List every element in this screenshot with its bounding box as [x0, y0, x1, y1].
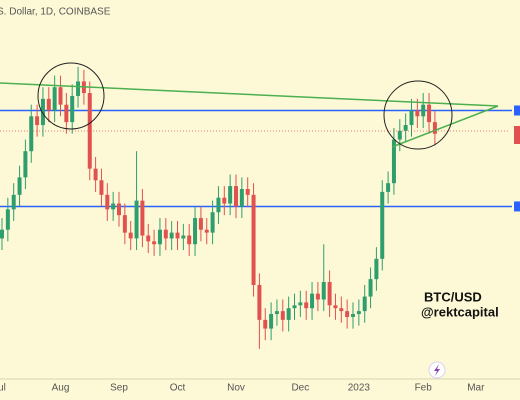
- lightning-icon-glyph: [434, 364, 440, 376]
- candle-body: [17, 177, 22, 195]
- x-tick-label: 2023: [348, 383, 371, 394]
- candle-body: [397, 130, 402, 140]
- candle-body: [432, 122, 437, 134]
- candle-body: [403, 125, 408, 131]
- candle-body: [304, 302, 309, 309]
- candle-body: [105, 194, 110, 210]
- candle-body: [327, 282, 332, 306]
- candle-body: [222, 197, 227, 204]
- candle-body: [64, 104, 69, 123]
- candle-body: [315, 293, 320, 300]
- trendline: [0, 82, 499, 107]
- candle-body: [280, 311, 285, 320]
- x-tick-label: Oct: [170, 383, 186, 394]
- candle-body: [391, 139, 396, 184]
- x-tick-label: Mar: [467, 383, 485, 394]
- candle-body: [286, 308, 291, 320]
- candle-body: [228, 186, 233, 204]
- candle-body: [99, 180, 104, 195]
- candle-body: [321, 282, 326, 300]
- candle-body: [46, 98, 51, 111]
- level-tag: [514, 201, 520, 212]
- candle-body: [245, 189, 250, 195]
- candle-body: [216, 197, 221, 213]
- candle-body: [128, 232, 133, 239]
- candle-body: [298, 302, 303, 306]
- candle-body: [257, 284, 262, 320]
- candle-body: [380, 191, 385, 259]
- candle-body: [374, 258, 379, 280]
- candle-body: [157, 229, 162, 245]
- candle-body: [386, 183, 391, 192]
- x-tick-label: Dec: [291, 383, 309, 394]
- candle-body: [409, 110, 414, 126]
- x-tick-label: Feb: [415, 383, 433, 394]
- candle-body: [163, 229, 168, 239]
- candle-body: [187, 235, 192, 245]
- x-tick-label: Sep: [110, 383, 128, 394]
- annotation: BTC/USD: [424, 289, 482, 304]
- candle-body: [193, 218, 198, 245]
- highlight-circle: [37, 62, 105, 130]
- candle-body: [93, 168, 98, 181]
- candle-body: [345, 311, 350, 317]
- candle-body: [333, 305, 338, 309]
- candle-body: [181, 235, 186, 239]
- candle-body: [35, 116, 40, 126]
- price-tag: [514, 126, 520, 144]
- candle-body: [40, 98, 45, 126]
- candle-body: [204, 229, 209, 233]
- candle-body: [251, 194, 256, 285]
- candle-body: [23, 151, 28, 178]
- candle-body: [134, 200, 139, 239]
- candle-body: [421, 104, 426, 117]
- candle-body: [427, 104, 432, 123]
- chart-header: S. Dollar, 1D, COINBASE: [0, 7, 111, 18]
- candle-body: [339, 308, 344, 312]
- candle-body: [87, 93, 92, 169]
- candle-body: [263, 319, 268, 329]
- levels: [0, 105, 520, 212]
- highlight-circle: [383, 80, 453, 150]
- candle-body: [76, 81, 81, 96]
- candle-body: [292, 305, 297, 309]
- annotation: @rektcapital: [421, 304, 499, 319]
- candle-body: [146, 235, 151, 242]
- candle-body: [111, 203, 116, 210]
- x-tick-label: Aug: [52, 383, 70, 394]
- candle-body: [368, 279, 373, 297]
- candle-body: [152, 241, 157, 245]
- candle-body: [11, 194, 16, 210]
- level-tag: [514, 105, 520, 116]
- candle-body: [117, 203, 121, 216]
- candle-body: [58, 87, 63, 105]
- candle-body: [362, 296, 367, 312]
- candle-body: [198, 218, 203, 230]
- candle-body: [415, 110, 420, 117]
- candle-body: [269, 314, 274, 329]
- trendline: [391, 105, 499, 148]
- candle-body: [351, 314, 355, 317]
- candle-body: [310, 293, 315, 309]
- candle-body: [52, 87, 57, 111]
- candle-body: [29, 116, 34, 152]
- x-tick-label: Nov: [227, 383, 245, 394]
- candle-body: [122, 215, 127, 233]
- candle-body: [274, 311, 279, 315]
- candle-body: [175, 232, 180, 239]
- candle-body: [356, 311, 361, 315]
- candle-body: [234, 186, 238, 207]
- x-tick-label: ul: [0, 383, 6, 394]
- candle-body: [70, 95, 75, 123]
- candle-body: [140, 200, 145, 236]
- candle-body: [210, 212, 215, 233]
- candle-body: [5, 209, 10, 230]
- candle-body: [239, 189, 244, 207]
- candle-body: [0, 229, 4, 239]
- candle-body: [169, 232, 174, 239]
